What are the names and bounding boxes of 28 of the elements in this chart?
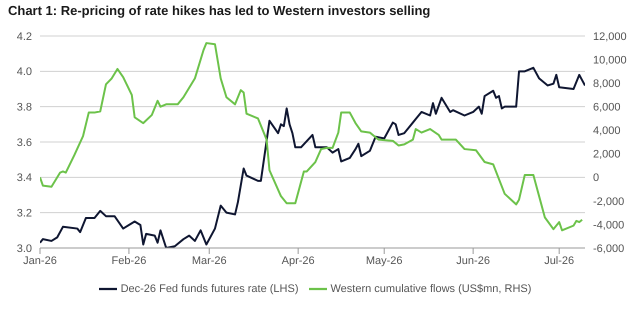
y2-tick-label: 2,000 bbox=[593, 148, 621, 161]
x-tick-label: Mar-26 bbox=[192, 254, 227, 267]
y2-tick-label: -4,000 bbox=[593, 219, 624, 232]
y-tick-label: 3.2 bbox=[16, 208, 32, 220]
line-series bbox=[40, 42, 584, 232]
x-tick-label: Feb-26 bbox=[111, 254, 146, 267]
y-tick-label: 4.2 bbox=[16, 30, 32, 43]
y2-tick-label: -2,000 bbox=[593, 196, 624, 208]
y-tick-label: 3.0 bbox=[16, 242, 32, 255]
x-tick-label: Jul-26 bbox=[544, 254, 574, 267]
y-tick-label: 3.4 bbox=[16, 172, 32, 184]
y2-tick-label: 0 bbox=[593, 172, 600, 184]
chart-title: Chart 1: Re-pricing of rate hikes has led to Western investors selling bbox=[8, 3, 430, 18]
x-tick-label: Jun-26 bbox=[456, 254, 490, 267]
y-tick-label: 3.6 bbox=[16, 136, 32, 149]
y2-tick-label: 8,000 bbox=[593, 78, 621, 90]
y2-tick-label: 6,000 bbox=[593, 102, 621, 114]
legend-label: Dec-26 Fed funds futures rate (LHS) bbox=[120, 282, 298, 295]
y2-tick-label: 4,000 bbox=[593, 125, 621, 138]
y-tick-label: 3.8 bbox=[16, 102, 32, 114]
x-tick-label: Apr-26 bbox=[282, 254, 315, 267]
x-tick-label: May-26 bbox=[366, 254, 403, 267]
y2-tick-label: 12,000 bbox=[593, 30, 627, 43]
legend-label: Western cumulative flows (US$mn, RHS) bbox=[330, 282, 532, 295]
y2-tick-label: 10,000 bbox=[593, 54, 627, 66]
x-tick-label: Jan-26 bbox=[23, 254, 57, 267]
y-tick-label: 4.0 bbox=[16, 66, 32, 78]
y2-tick-label: -6,000 bbox=[593, 242, 624, 255]
